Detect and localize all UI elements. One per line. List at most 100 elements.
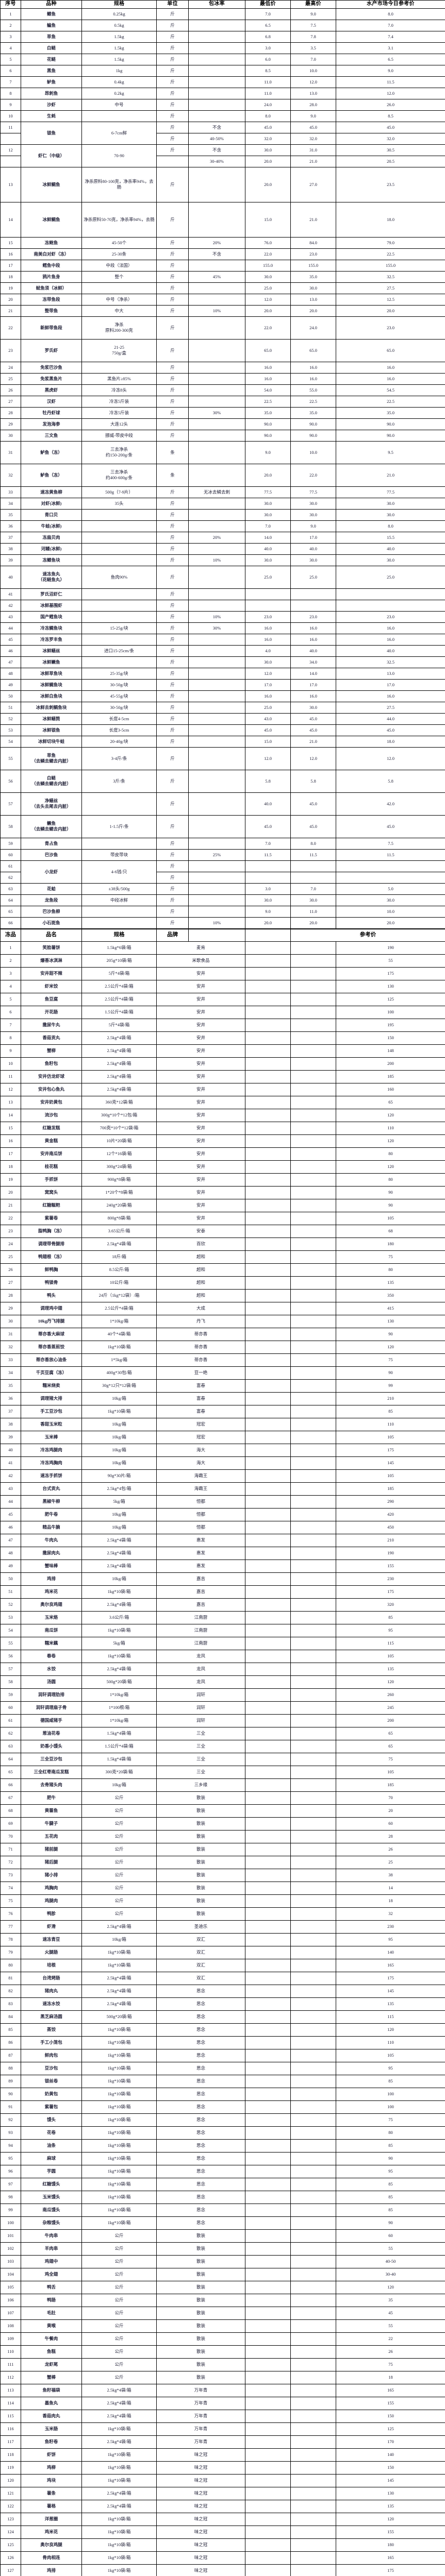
cell-ref-price: 80 (336, 1147, 445, 1161)
cell-min-price: 40.0 (245, 792, 291, 816)
cell-spare-2 (290, 1753, 336, 1766)
cell-spare-1 (245, 1276, 291, 1290)
cell-index: 35 (0, 1379, 21, 1393)
cell-brand: 散装 (156, 1869, 245, 1882)
cell-index: 39 (0, 554, 21, 566)
cell-product-name: 肥牛卷 (21, 1508, 82, 1521)
cell-product-spec: 2.5kg*4袋/箱 (81, 1997, 157, 2011)
cell-product-spec: 3.6公斤/箱 (81, 1611, 157, 1624)
cell-spare-2 (290, 2461, 336, 2475)
cell-index: 1 (0, 8, 21, 20)
cell-spec: 净杀 原料200-300克 (81, 316, 157, 340)
cell-index: 79 (0, 1946, 21, 1959)
cell-index: 123 (0, 2513, 21, 2526)
cell-spec (81, 110, 157, 122)
cell-spec: 三去净杀 约400-600g/条 (81, 464, 157, 487)
cell-variety: 生蚝 (21, 110, 82, 122)
cell-variety: 鳊鱼 (21, 20, 82, 31)
cell-brand: 冠宏 (156, 1418, 245, 1431)
cell-index: 34 (0, 498, 21, 510)
cell-ref-price: 155.0 (336, 260, 445, 272)
cell-spare-1 (245, 1199, 291, 1212)
cell-product-spec: 公斤 (81, 1843, 157, 1856)
cell-spare-1 (245, 1985, 291, 1998)
table-row: 114 墨鱼丸 2.5kg*4袋/箱 万年青 155 (0, 2397, 445, 2410)
cell-product-spec: 10kg/箱 (81, 1456, 157, 1470)
cell-product-name: 安井南瓜饼 (21, 1147, 82, 1161)
cell-max-price: 84.0 (290, 237, 336, 249)
cell-index: 55 (0, 747, 21, 770)
cell-variety: 白鲢 (21, 42, 82, 54)
cell-ref-price: 175 (336, 1972, 445, 1985)
cell-spare-2 (290, 2358, 336, 2371)
cell-brand: 恒都 (156, 1521, 245, 1534)
cell-variety: 小石斑鱼 (21, 917, 82, 929)
cell-spare-2 (290, 1199, 336, 1212)
cell-product-spec: 10kg/箱 (81, 1392, 157, 1405)
cell-product-name: 桂花糕 (21, 1160, 82, 1174)
cell-max-price: 45.0 (290, 713, 336, 725)
table-row: 13 安井奶黄包 360克*12袋/箱 安井 65 (0, 1096, 445, 1109)
cell-product-spec: 2.5公斤*4袋/箱 (81, 1302, 157, 1315)
cell-ref-price: 320 (336, 1598, 445, 1612)
cell-ref-price: 18.0 (336, 736, 445, 748)
cell-spec: 净杀原料50-70克，净杀率94%，去肠 (81, 202, 157, 238)
cell-ref-price: 30-40 (336, 2268, 445, 2281)
cell-product-spec: 1kg*10袋/箱 (81, 1405, 157, 1418)
cell-ice-rate (188, 634, 245, 646)
cell-min-price: 30.0 (245, 271, 291, 283)
cell-product-spec: 1.5公斤*4袋/箱 (81, 1740, 157, 1753)
cell-min-price: 4.0 (245, 645, 291, 657)
cell-product-spec: 公斤 (81, 1830, 157, 1843)
cell-unit: 条 (156, 464, 189, 487)
cell-variety: 发泡海参 (21, 418, 82, 430)
cell-spare-1 (245, 2538, 291, 2552)
cell-product-name: 安井奶黄包 (21, 1096, 82, 1109)
cell-brand: 安井 (156, 1044, 245, 1058)
table-row: 52 冰鲜鳝筒 长度4-5cm 斤 43.0 45.0 44.0 (0, 713, 445, 725)
cell-ref-price: 90 (336, 2216, 445, 2230)
cell-product-spec: 1kg*10袋/箱 (81, 2100, 157, 2114)
cell-max-price: 30.0 (290, 554, 336, 566)
cell-ref-price: 175 (336, 1585, 445, 1599)
cell-ref-price: 135 (336, 1276, 445, 1290)
table-row: 55 草鱼 （去鳞去鳃去内脏） 3-4斤/条斤 12.0 12.0 12.0 (0, 747, 445, 770)
cell-product-name: 火腿肠 (21, 1946, 82, 1959)
cell-spare-1 (245, 967, 291, 980)
cell-spec: 中号（净杀） (81, 294, 157, 306)
cell-spec: 0.4kg (81, 76, 157, 88)
table-row: 38 香甜玉米粒 10kg/箱 冠宏 110 (0, 1418, 445, 1431)
cell-spare-1 (245, 2191, 291, 2204)
cell-spare-1 (245, 1753, 291, 1766)
cell-ice-rate (188, 316, 245, 340)
cell-product-name: 黄喉 (21, 2319, 82, 2333)
cell-spare-1 (245, 1044, 291, 1058)
cell-product-spec: 3.65公斤/箱 (81, 1225, 157, 1238)
cell-product-spec: 2.5kg*4袋/箱 (81, 1044, 157, 1058)
cell-variety: 冰鲜银鱼 (21, 724, 82, 736)
cell-unit: 斤 (156, 520, 189, 532)
cell-brand: 大成 (156, 1302, 245, 1315)
cell-brand: 三全 (156, 1727, 245, 1740)
cell-product-spec: 公斤 (81, 2294, 157, 2307)
cell-spare-1 (245, 2113, 291, 2127)
cell-spare-1 (245, 1611, 291, 1624)
cell-ice-rate (188, 702, 245, 714)
cell-index: 41 (0, 588, 21, 600)
cell-product-spec: 1kg*10袋/箱 (81, 2538, 157, 2552)
table-row: 16 黄金糕 10片*20袋/箱 安井 120 (0, 1134, 445, 1148)
table-row: 54 冰鲜切块牛蛙 20-40g/块斤 15.0 21.0 18.0 (0, 736, 445, 748)
cell-ref-price: 135 (336, 2500, 445, 2513)
cell-max-price: 30.0 (290, 282, 336, 294)
cell-spec: 三去净杀 约150-200g/条 (81, 441, 157, 464)
cell-variety: 巴沙鱼柳 (21, 906, 82, 918)
table-row: 18 桂花糕 300g*24袋/箱 安井 120 (0, 1160, 445, 1174)
cell-variety: 净鳝丝 （去头去尾去内脏） (21, 792, 82, 816)
cell-spare-2 (290, 2191, 336, 2204)
cell-variety: 南美白对虾（冻） (21, 248, 82, 260)
cell-spec: 中大 (81, 305, 157, 317)
header-spare-2 (245, 929, 291, 942)
table-row: 62 斤 (0, 872, 445, 884)
cell-brand: 恒都 (156, 1508, 245, 1521)
cell-index: 63 (0, 1740, 21, 1753)
